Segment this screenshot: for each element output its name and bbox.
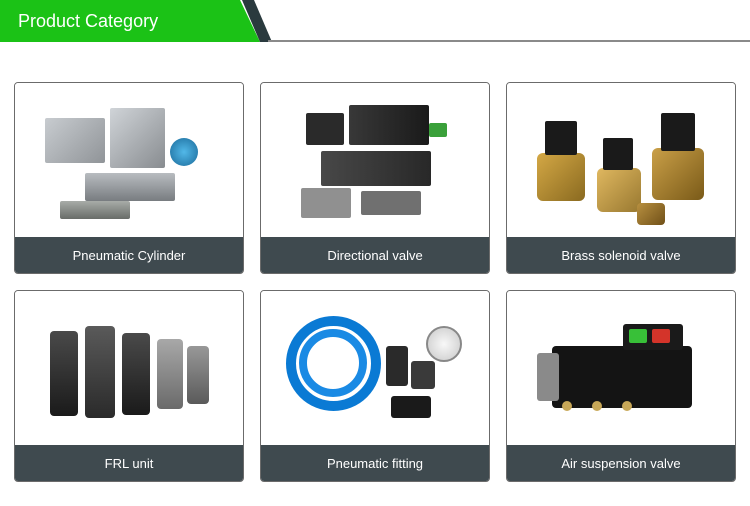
product-image — [507, 83, 735, 237]
product-card-pneumatic-fitting[interactable]: Pneumatic fitting — [260, 290, 490, 482]
product-image — [261, 83, 489, 237]
product-card-air-suspension-valve[interactable]: Air suspension valve — [506, 290, 736, 482]
header-green-banner: Product Category — [0, 0, 260, 42]
product-card-pneumatic-cylinder[interactable]: Pneumatic Cylinder — [14, 82, 244, 274]
product-image — [15, 291, 243, 445]
product-image — [15, 83, 243, 237]
header-title: Product Category — [18, 11, 158, 32]
product-label: Directional valve — [261, 237, 489, 273]
product-card-directional-valve[interactable]: Directional valve — [260, 82, 490, 274]
product-label: Air suspension valve — [507, 445, 735, 481]
header-underline — [268, 40, 750, 42]
product-image — [507, 291, 735, 445]
product-label: Pneumatic fitting — [261, 445, 489, 481]
product-card-frl-unit[interactable]: FRL unit — [14, 290, 244, 482]
product-label: Pneumatic Cylinder — [15, 237, 243, 273]
product-image — [261, 291, 489, 445]
product-card-brass-solenoid-valve[interactable]: Brass solenoid valve — [506, 82, 736, 274]
product-label: FRL unit — [15, 445, 243, 481]
category-header: Product Category — [0, 0, 750, 42]
product-grid: Pneumatic Cylinder Directional valve Bra… — [0, 82, 750, 482]
product-label: Brass solenoid valve — [507, 237, 735, 273]
